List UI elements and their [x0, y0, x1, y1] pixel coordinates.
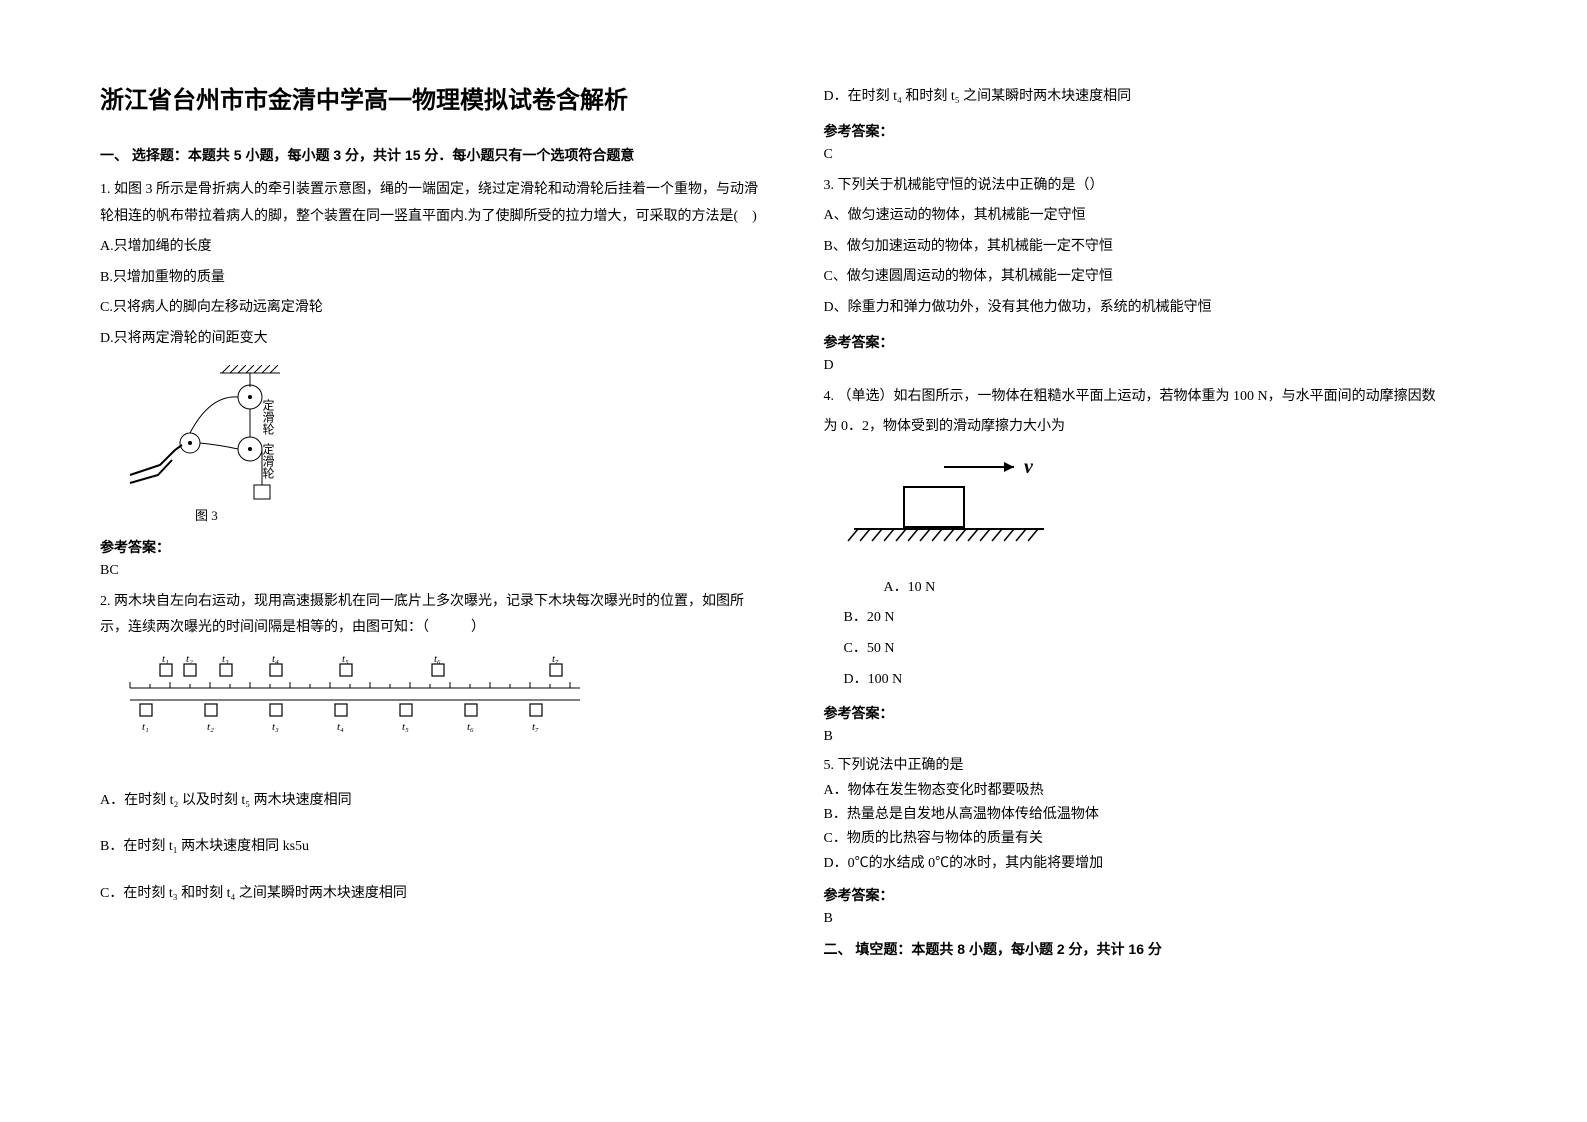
svg-text:t₄: t₄ — [337, 721, 344, 733]
section-2-heading: 二、 填空题：本题共 8 小题，每小题 2 分，共计 16 分 — [824, 939, 1488, 959]
q3-option-a: A、做匀速运动的物体，其机械能一定守恒 — [824, 203, 1488, 230]
q4-option-a: A．10 N — [824, 575, 1488, 602]
left-column: 浙江省台州市市金清中学高一物理模拟试卷含解析 一、 选择题：本题共 5 小题，每… — [100, 80, 764, 971]
q3-answer-label: 参考答案： — [824, 332, 1488, 352]
q2-option-c: C．在时刻 t₃ 和时刻 t₄ 之间某瞬时两木块速度相同 — [100, 881, 764, 908]
svg-text:t₃: t₃ — [222, 654, 229, 665]
q3-option-c: C、做匀速圆周运动的物体，其机械能一定守恒 — [824, 264, 1488, 291]
q4-velocity-label: v — [1024, 456, 1034, 478]
q4-stem-line2: 为 0．2，物体受到的滑动摩擦力大小为 — [824, 414, 1488, 441]
svg-text:t₆: t₆ — [467, 721, 474, 733]
q1-fig-caption: 图 3 — [195, 508, 218, 523]
svg-text:t₅: t₅ — [342, 654, 349, 665]
svg-text:t₁: t₁ — [162, 654, 169, 665]
q1-answer: BC — [100, 563, 764, 579]
q5-option-d: D．0℃的水结成 0℃的冰时，其内能将要增加 — [824, 853, 1488, 875]
svg-text:t₇: t₇ — [552, 654, 559, 665]
q4-option-b: B．20 N — [824, 605, 1488, 632]
svg-text:t₆: t₆ — [434, 654, 441, 665]
q5-answer-label: 参考答案： — [824, 885, 1488, 905]
q1-option-b: B.只增加重物的质量 — [100, 265, 764, 292]
q2-figure: t₁ t₂ t₃ t₄ t₅ t₆ t₇ — [120, 654, 764, 744]
svg-text:t₁: t₁ — [142, 721, 149, 733]
svg-text:t₅: t₅ — [402, 721, 409, 733]
q5-option-a: A．物体在发生物态变化时都要吸热 — [824, 780, 1488, 802]
q5-option-c: C．物质的比热容与物体的质量有关 — [824, 828, 1488, 850]
right-column: D．在时刻 t₄ 和时刻 t₅ 之间某瞬时两木块速度相同 参考答案： C 3. … — [824, 80, 1488, 971]
q1-option-c: C.只将病人的脚向左移动远离定滑轮 — [100, 295, 764, 322]
q4-option-d: D．100 N — [824, 667, 1488, 694]
q3-option-d: D、除重力和弹力做功外，没有其他力做功，系统的机械能守恒 — [824, 295, 1488, 322]
q2-answer-label: 参考答案： — [824, 121, 1488, 141]
svg-text:t₇: t₇ — [532, 721, 539, 733]
q1-option-a: A.只增加绳的长度 — [100, 234, 764, 261]
q1-option-d: D.只将两定滑轮的间距变大 — [100, 326, 764, 353]
q5-answer: B — [824, 911, 1488, 927]
q4-figure: v — [844, 453, 1488, 563]
q2-option-d: D．在时刻 t₄ 和时刻 t₅ 之间某瞬时两木块速度相同 — [824, 84, 1488, 111]
q3-answer: D — [824, 358, 1488, 374]
page-title: 浙江省台州市市金清中学高一物理模拟试卷含解析 — [100, 80, 764, 115]
q1-stem: 1. 如图 3 所示是骨折病人的牵引装置示意图，绳的一端固定，绕过定滑轮和动滑轮… — [100, 177, 764, 230]
q2-option-b: B．在时刻 t₁ 两木块速度相同 ks5u — [100, 834, 764, 861]
q3-stem: 3. 下列关于机械能守恒的说法中正确的是（） — [824, 173, 1488, 200]
q2-answer: C — [824, 147, 1488, 163]
svg-text:t₂: t₂ — [207, 721, 214, 733]
q4-answer: B — [824, 729, 1488, 745]
section-1-heading: 一、 选择题：本题共 5 小题，每小题 3 分，共计 15 分．每小题只有一个选… — [100, 145, 764, 165]
q1-fig-label-bottom: 定滑轮 — [261, 441, 275, 479]
q4-stem-line1: 4. （单选）如右图所示，一物体在粗糙水平面上运动，若物体重为 100 N，与水… — [824, 384, 1488, 411]
q1-answer-label: 参考答案： — [100, 537, 764, 557]
q5-option-b: B．热量总是自发地从高温物体传给低温物体 — [824, 804, 1488, 826]
svg-text:t₄: t₄ — [272, 654, 279, 665]
svg-text:t₃: t₃ — [272, 721, 279, 733]
q2-stem: 2. 两木块自左向右运动，现用高速摄影机在同一底片上多次曝光，记录下木块每次曝光… — [100, 589, 764, 642]
q4-answer-label: 参考答案： — [824, 703, 1488, 723]
svg-text:t₂: t₂ — [186, 654, 193, 665]
q1-figure: 定滑轮 定滑轮 图 3 — [120, 365, 764, 525]
q3-option-b: B、做匀加速运动的物体，其机械能一定不守恒 — [824, 234, 1488, 261]
q5-stem: 5. 下列说法中正确的是 — [824, 755, 1488, 777]
q2-option-a: A．在时刻 t₂ 以及时刻 t₅ 两木块速度相同 — [100, 788, 764, 815]
q1-fig-label-top: 定滑轮 — [261, 397, 275, 435]
q4-option-c: C．50 N — [824, 636, 1488, 663]
